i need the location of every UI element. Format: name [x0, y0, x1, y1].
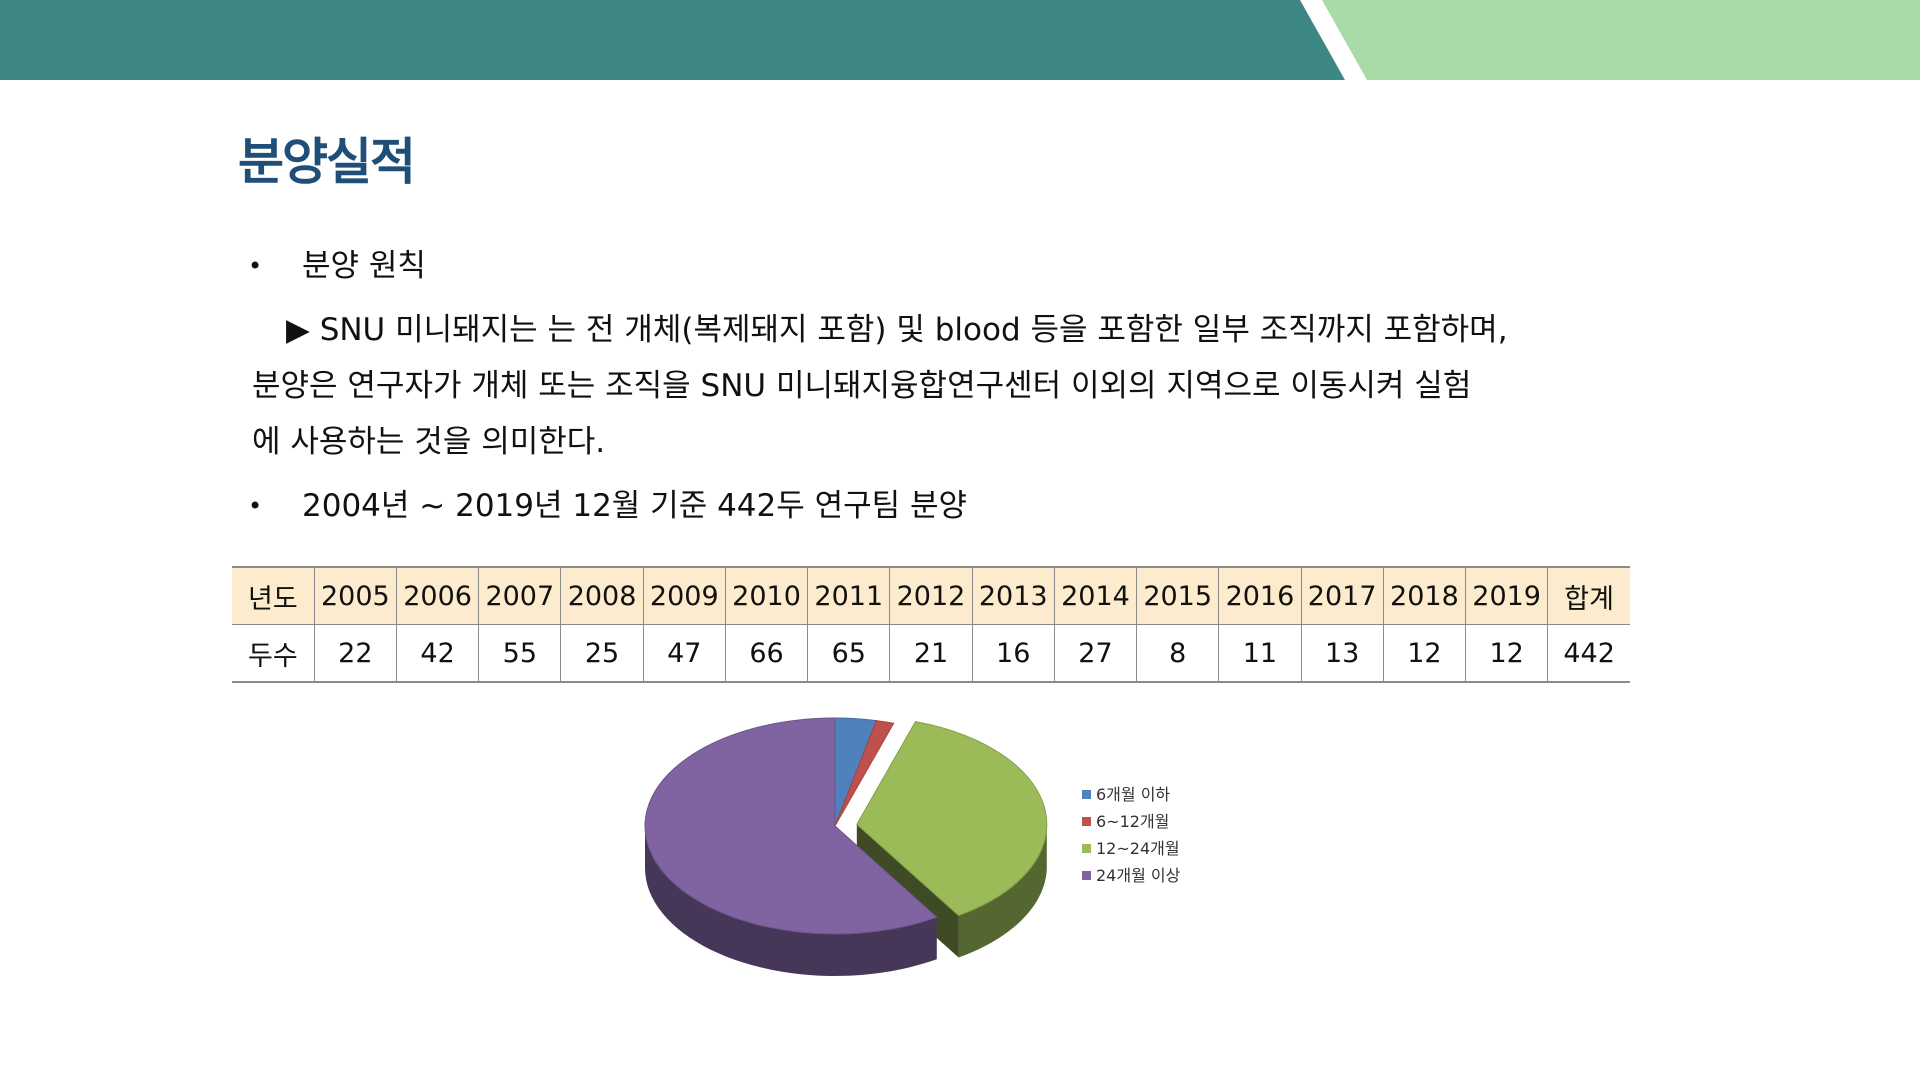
- table-cell: 47: [642, 624, 726, 683]
- distribution-table: 년도 2005 2006 2007 2008 2009 2010 2011 20…: [232, 566, 1630, 683]
- legend-label: 6개월 이하: [1096, 785, 1170, 804]
- legend-swatch: [1082, 790, 1091, 799]
- paragraph-line-2: 분양은 연구자가 개체 또는 조직을 SNU 미니돼지융합연구센터 이외의 지역…: [252, 368, 1472, 404]
- table-header-cell: 2019: [1465, 566, 1548, 625]
- legend-label: 12~24개월: [1096, 839, 1180, 858]
- bullet-marker: •: [248, 252, 263, 280]
- table-header-cell: 2010: [724, 566, 808, 625]
- pie-slice-side: [958, 824, 1047, 958]
- legend-swatch: [1082, 871, 1091, 880]
- table-cell: 16: [971, 624, 1055, 683]
- pie-slice: [856, 721, 1048, 917]
- table-row: 두수 22 42 55 25 47 66 65 21 16 27 8 11 13…: [232, 624, 1630, 683]
- top-banner: [0, 0, 1920, 80]
- pie-chart: 6개월 이하 6~12개월 12~24개월 24개월 이상: [644, 717, 1181, 976]
- page-title: 분양실적: [238, 133, 416, 191]
- table-header-cell: 2017: [1300, 566, 1384, 625]
- table-cell: 두수: [232, 624, 315, 683]
- legend-label: 24개월 이상: [1096, 866, 1181, 885]
- table-header-cell: 2018: [1382, 566, 1466, 625]
- table-header-row: 년도 2005 2006 2007 2008 2009 2010 2011 20…: [232, 566, 1630, 625]
- pie-slices: [644, 717, 1048, 976]
- table-header-cell: 2016: [1218, 566, 1302, 625]
- table-header-cell: 2009: [642, 566, 726, 625]
- table-cell: 25: [560, 624, 644, 683]
- table-header-cell: 2007: [478, 566, 561, 625]
- table-cell: 21: [889, 624, 973, 683]
- banner-teal-shape: [0, 0, 1345, 80]
- table-cell: 12: [1465, 624, 1548, 683]
- paragraph-line-3: 에 사용하는 것을 의미한다.: [252, 424, 606, 460]
- table-cell: 55: [478, 624, 561, 683]
- legend-label: 6~12개월: [1096, 812, 1169, 831]
- bullet-summary: • 2004년 ~ 2019년 12월 기준 442두 연구팀 분양: [248, 486, 967, 526]
- table-header-cell: 합계: [1547, 566, 1630, 625]
- bullet-principle: • 분양 원칙: [248, 246, 426, 286]
- table-cell: 42: [395, 624, 479, 683]
- table-cell: 13: [1300, 624, 1384, 683]
- paragraph-line-1: ▶ SNU 미니돼지는 는 전 개체(복제돼지 포함) 및 blood 등을 포…: [286, 312, 1508, 348]
- bullet-marker: •: [248, 492, 263, 520]
- bullet-summary-text: 2004년 ~ 2019년 12월 기준 442두 연구팀 분양: [302, 488, 968, 524]
- table-header-cell: 2015: [1136, 566, 1219, 625]
- chart-legend: 6개월 이하 6~12개월 12~24개월 24개월 이상: [1082, 785, 1181, 885]
- table-header-cell: 년도: [232, 566, 315, 625]
- table-header-cell: 2013: [971, 566, 1055, 625]
- bullet-principle-text: 분양 원칙: [302, 248, 426, 284]
- table-cell: 8: [1136, 624, 1219, 683]
- table-cell: 66: [724, 624, 808, 683]
- table-header-cell: 2006: [395, 566, 479, 625]
- table-header-cell: 2005: [313, 566, 397, 625]
- legend-swatch: [1082, 817, 1091, 826]
- table-header-cell: 2014: [1053, 566, 1137, 625]
- pie-slice: [644, 717, 938, 935]
- pie-slice-side: [645, 826, 937, 976]
- banner-green-shape: [1322, 0, 1920, 80]
- table-cell: 442: [1547, 624, 1630, 683]
- table-header-cell: 2011: [807, 566, 890, 625]
- table-header-cell: 2008: [560, 566, 644, 625]
- legend-swatch: [1082, 844, 1091, 853]
- table-cell: 27: [1053, 624, 1137, 683]
- table-cell: 65: [807, 624, 890, 683]
- table-cell: 11: [1218, 624, 1302, 683]
- table-header-cell: 2012: [889, 566, 973, 625]
- table-cell: 22: [313, 624, 397, 683]
- table-cell: 12: [1382, 624, 1466, 683]
- pie-slice: [834, 720, 895, 827]
